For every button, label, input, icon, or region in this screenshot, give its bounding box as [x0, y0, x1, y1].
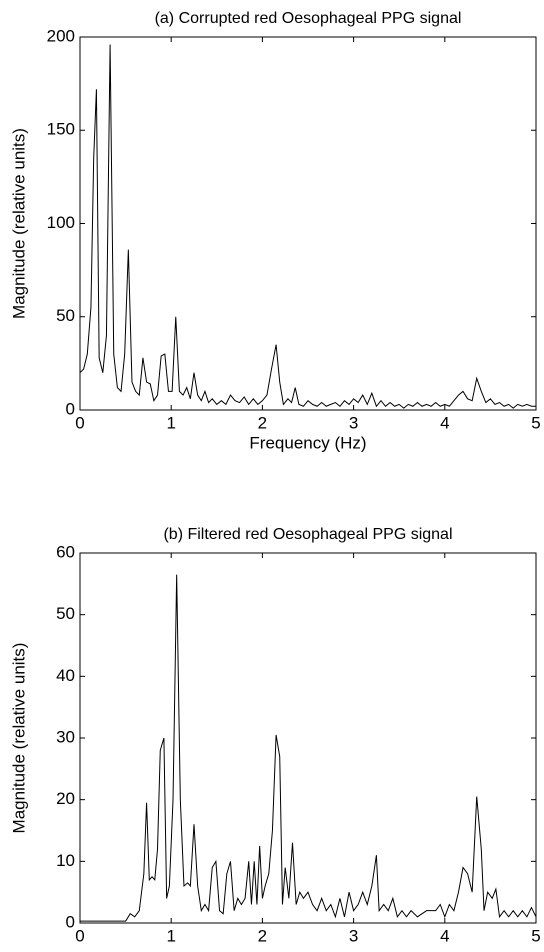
x-tick-label: 4: [440, 926, 449, 945]
y-tick-label: 40: [56, 666, 75, 685]
x-tick-label: 1: [166, 413, 175, 432]
y-tick-label: 20: [56, 789, 75, 808]
plot-frame: [79, 36, 537, 411]
x-tick-label: 2: [258, 413, 267, 432]
spectrum-line: [80, 574, 537, 922]
y-tick-label: 200: [47, 26, 75, 45]
x-tick-label: 4: [440, 413, 449, 432]
y-axis-label: Magnitude (relative units): [9, 128, 28, 319]
y-tick-label: 100: [47, 213, 75, 232]
chart-title: (b) Filtered red Oesophageal PPG signal: [163, 526, 452, 543]
spectrum-line: [79, 44, 536, 409]
x-tick-label: 2: [258, 926, 267, 945]
y-tick-label: 50: [56, 604, 75, 623]
y-tick-label: 50: [56, 306, 75, 325]
x-tick-label: 0: [75, 413, 84, 432]
y-tick-label: 60: [56, 542, 75, 561]
x-axis-label: Frequency (Hz): [249, 433, 366, 452]
x-tick-label: 1: [166, 926, 175, 945]
x-tick-label: 5: [531, 926, 540, 945]
y-tick-label: 30: [56, 727, 75, 746]
x-tick-label: 0: [75, 926, 84, 945]
x-tick-label: 3: [349, 926, 358, 945]
y-tick-label: 0: [66, 399, 75, 418]
chart-title: (a) Corrupted red Oesophageal PPG signal: [155, 10, 462, 27]
y-tick-label: 150: [47, 120, 75, 139]
y-tick-label: 0: [66, 912, 75, 931]
y-tick-label: 10: [56, 851, 75, 870]
y-axis-label: Magnitude (relative units): [9, 643, 28, 834]
x-tick-label: 5: [531, 413, 540, 432]
x-tick-label: 3: [349, 413, 358, 432]
